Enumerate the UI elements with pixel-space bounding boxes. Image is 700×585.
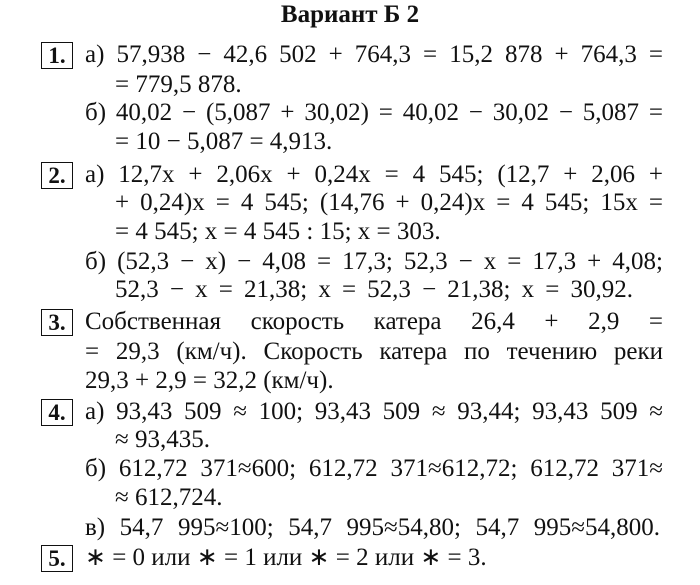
task-number-5: 5. bbox=[41, 545, 73, 572]
task-1-line: а) 57,938 − 42,6 502 + 764,3 = 15,2 878 … bbox=[85, 41, 663, 68]
task-4-line: в) 54,7 995≈100; 54,7 995≈54,80; 54,7 99… bbox=[85, 514, 660, 541]
task-2-line: б) (52,3 − x) − 4,08 = 17,3; 52,3 − x = … bbox=[85, 248, 663, 275]
task-1-line: = 10 − 5,087 = 4,913. bbox=[115, 128, 333, 155]
task-4-line: ≈ 93,435. bbox=[115, 426, 210, 453]
page-title: Вариант Б 2 bbox=[280, 1, 420, 28]
task-4-line: б) 612,72 371≈600; 612,72 371≈612,72; 61… bbox=[85, 455, 663, 482]
task-1-line: б) 40,02 − (5,087 + 30,02) = 40,02 − 30,… bbox=[85, 99, 663, 126]
task-3-line: 29,3 + 2,9 = 32,2 (км/ч). bbox=[85, 367, 334, 394]
task-number-1: 1. bbox=[41, 42, 73, 69]
task-3-line: Собственная скорость катера 26,4 + 2,9 = bbox=[85, 308, 663, 335]
task-number-2: 2. bbox=[41, 162, 73, 189]
task-2-line: = 4 545; x = 4 545 : 15; x = 303. bbox=[115, 218, 441, 245]
task-5-line: ∗ = 0 или ∗ = 1 или ∗ = 2 или ∗ = 3. bbox=[85, 544, 487, 571]
task-4-line: ≈ 612,724. bbox=[115, 484, 223, 511]
task-4-line: а) 93,43 509 ≈ 100; 93,43 509 ≈ 93,44; 9… bbox=[85, 398, 663, 425]
task-number-4: 4. bbox=[41, 399, 73, 426]
task-1-line: = 779,5 878. bbox=[115, 71, 242, 98]
task-2-line: 52,3 − x = 21,38; x = 52,3 − 21,38; x = … bbox=[115, 276, 633, 303]
task-number-3: 3. bbox=[41, 309, 73, 336]
task-3-line: = 29,3 (км/ч). Скорость катера по течени… bbox=[85, 338, 663, 365]
task-2-line: а) 12,7x + 2,06x + 0,24x = 4 545; (12,7 … bbox=[85, 161, 663, 188]
task-2-line: + 0,24)x = 4 545; (14,76 + 0,24)x = 4 54… bbox=[115, 189, 663, 216]
